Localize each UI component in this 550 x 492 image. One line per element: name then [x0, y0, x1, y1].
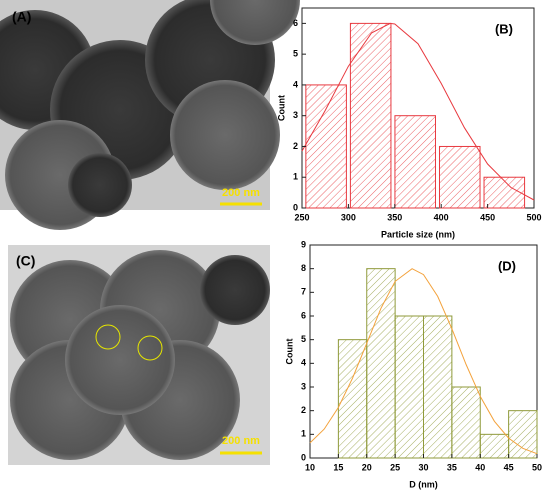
bar: [394, 115, 436, 209]
panel-label: (D): [498, 258, 516, 273]
fit-curve: [309, 268, 538, 455]
bar: [483, 176, 526, 209]
scale-label: 200 nm: [222, 435, 260, 447]
y-tick-label: 4: [301, 358, 306, 368]
y-tick-label: 7: [301, 287, 306, 297]
bar: [438, 145, 481, 209]
bar: [349, 22, 392, 209]
scale-label: 200 nm: [222, 187, 260, 199]
x-tick-label: 300: [341, 212, 356, 222]
x-axis-label: D (nm): [409, 479, 438, 489]
x-axis-label: Particle size (nm): [381, 229, 455, 239]
x-tick-label: 35: [447, 462, 457, 472]
x-tick-label: 15: [333, 462, 343, 472]
y-axis-label: Count: [276, 95, 286, 121]
x-tick-label: 30: [418, 462, 428, 472]
fit-curve: [301, 22, 535, 201]
x-tick-label: 10: [305, 462, 315, 472]
y-tick-label: 2: [293, 141, 298, 151]
bar: [305, 84, 347, 209]
x-tick-label: 450: [480, 212, 495, 222]
x-tick-label: 400: [434, 212, 449, 222]
y-tick-label: 5: [293, 49, 298, 59]
y-tick-label: 0: [301, 452, 306, 462]
x-tick-label: 20: [362, 462, 372, 472]
tem-image-c: (C) 200 nm: [8, 245, 270, 465]
y-tick-label: 0: [293, 202, 298, 212]
y-tick-label: 8: [301, 263, 306, 273]
y-tick-label: 6: [301, 310, 306, 320]
y-tick-label: 1: [301, 429, 306, 439]
y-tick-label: 4: [293, 79, 298, 89]
y-axis-label: Count: [284, 339, 294, 365]
tem-image-a: (A) 200 nm: [0, 0, 300, 230]
y-tick-label: 2: [301, 405, 306, 415]
x-tick-label: 250: [294, 212, 309, 222]
y-tick-label: 3: [293, 110, 298, 120]
y-tick-label: 5: [301, 334, 306, 344]
x-tick-label: 500: [526, 212, 541, 222]
panel-label: (A): [12, 9, 31, 25]
x-tick-label: 50: [532, 462, 542, 472]
y-tick-label: 3: [301, 381, 306, 391]
y-tick-label: 1: [293, 172, 298, 182]
x-tick-label: 45: [504, 462, 514, 472]
bar: [451, 386, 481, 459]
bar: [508, 410, 538, 459]
bar: [366, 268, 396, 459]
bar: [394, 315, 424, 459]
x-tick-label: 40: [475, 462, 485, 472]
x-tick-label: 350: [387, 212, 402, 222]
y-tick-label: 9: [301, 239, 306, 249]
y-tick-label: 6: [293, 18, 298, 28]
panel-label: (B): [495, 21, 513, 36]
bar: [479, 433, 510, 459]
panel-label: (C): [16, 253, 35, 269]
x-tick-label: 25: [390, 462, 400, 472]
bar: [423, 315, 453, 459]
